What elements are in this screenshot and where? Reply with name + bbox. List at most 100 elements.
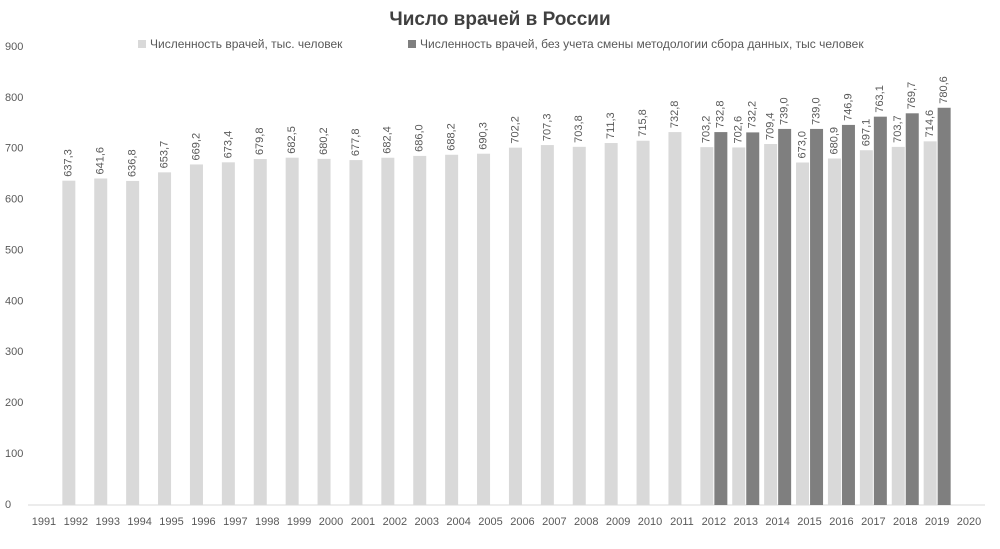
x-tick-label: 2004 [446,516,470,528]
x-tick-label: 2012 [702,516,726,528]
value-label: 673,0 [796,131,808,159]
bar [700,147,714,505]
legend-swatch [408,40,416,48]
bar [62,180,76,505]
y-tick-label: 700 [5,143,23,155]
value-label: 707,3 [541,114,553,142]
value-label: 686,0 [414,124,426,152]
legend-label: Численность врачей, тыс. человек [150,37,343,51]
bar [477,153,491,506]
bar [778,128,792,506]
x-tick-label: 2017 [861,516,885,528]
bar [810,128,824,506]
value-label: 669,2 [190,133,202,161]
value-label: 709,4 [765,112,777,140]
x-tick-label: 2020 [957,516,981,528]
bar [285,157,299,505]
value-label: 703,7 [892,115,904,143]
value-label: 732,2 [747,101,759,129]
x-tick-label: 1994 [127,516,151,528]
x-tick-label: 2011 [670,516,694,528]
x-tick-label: 2001 [351,516,375,528]
bar [221,162,235,506]
x-tick-label: 1998 [255,516,279,528]
x-tick-label: 1991 [32,516,56,528]
bar [604,143,618,505]
bar [253,159,267,506]
value-label: 763,1 [874,85,886,113]
bar [94,178,108,505]
bar [923,141,937,505]
x-tick-label: 2002 [383,516,407,528]
value-label: 673,4 [222,131,234,159]
y-tick-label: 100 [5,448,23,460]
x-tick-label: 2009 [606,516,630,528]
value-label: 702,2 [509,116,521,144]
y-tick-label: 0 [5,499,11,511]
bar [746,132,760,506]
value-label: 677,8 [350,129,362,157]
bar [381,157,395,505]
bar [668,132,682,505]
value-label: 637,3 [63,149,75,177]
value-label: 679,8 [254,128,266,156]
value-label: 697,1 [860,119,872,147]
y-tick-label: 300 [5,346,23,358]
value-label: 653,7 [158,141,170,169]
bar [189,164,203,506]
y-tick-label: 500 [5,244,23,256]
x-tick-label: 2003 [415,516,439,528]
x-tick-label: 1995 [159,516,183,528]
bar [158,172,172,505]
x-tick-label: 2018 [893,516,917,528]
y-tick-label: 600 [5,194,23,206]
bar [859,150,873,506]
bar [891,146,905,505]
x-tick-label: 2013 [734,516,758,528]
bar [317,158,331,506]
value-label: 703,8 [573,115,585,143]
value-label: 711,3 [605,112,617,139]
bar [714,132,728,505]
x-tick-label: 2010 [638,516,662,528]
x-tick-label: 2005 [478,516,502,528]
y-tick-label: 400 [5,295,23,307]
value-label: 769,7 [906,82,918,110]
bar [796,162,810,506]
y-tick-label: 900 [5,41,23,53]
bar [540,145,554,506]
value-label: 703,2 [701,116,713,144]
value-label: 714,6 [924,110,936,138]
bar [827,158,841,505]
bar [349,160,363,505]
value-label: 636,8 [127,149,139,177]
x-tick-label: 2000 [319,516,343,528]
bar [445,154,459,506]
value-label: 746,9 [842,93,854,121]
value-label: 739,0 [779,97,791,125]
value-label: 702,6 [733,116,745,144]
x-tick-label: 2015 [797,516,821,528]
bar [764,143,778,506]
x-tick-label: 2008 [574,516,598,528]
x-tick-label: 2019 [925,516,949,528]
value-label: 732,8 [669,101,681,129]
bar [841,124,855,505]
value-label: 682,4 [382,126,394,154]
x-tick-label: 2014 [765,516,789,528]
bar [126,180,140,505]
y-tick-label: 800 [5,92,23,104]
bar [937,107,951,506]
value-label: 780,6 [938,76,950,104]
chart-title: Число врачей в России [389,9,610,30]
x-tick-label: 1992 [64,516,88,528]
x-tick-label: 1997 [223,516,247,528]
y-tick-label: 200 [5,397,23,409]
value-label: 680,9 [828,127,840,155]
x-tick-label: 2007 [542,516,566,528]
legend-swatch [138,40,146,48]
bar [905,113,919,505]
bar [413,155,427,505]
x-tick-label: 1996 [191,516,215,528]
